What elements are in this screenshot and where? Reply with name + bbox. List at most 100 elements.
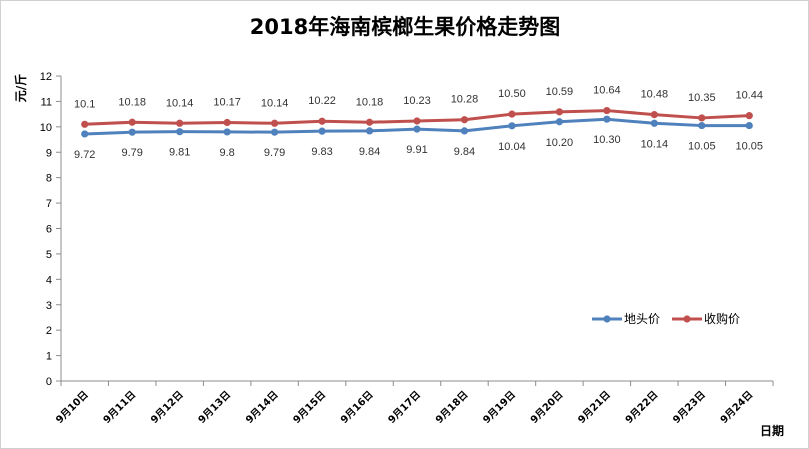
data-label: 9.79 [264,147,285,159]
data-label: 10.28 [451,94,479,106]
x-tick-labels: 9月10日 9月11日 9月12日 9月13日 9月14日 9月15日 9月16日 9月17日… [53,389,755,426]
data-label: 10.30 [593,134,621,146]
data-label: 10.44 [736,90,764,102]
x-tick-label: 9月18日 [433,389,470,426]
data-point [223,128,231,136]
data-point [603,106,611,115]
y-tick-label: 2 [46,325,52,337]
x-tick-label: 9月10日 [53,389,90,426]
x-tick-label: 9月16日 [338,389,375,426]
data-point [745,121,753,130]
y-tick-label: 9 [46,147,52,159]
y-tick-label: 5 [46,249,52,261]
data-label: 10.14 [261,97,289,109]
data-point [365,127,374,135]
data-label: 9.91 [406,144,427,156]
y-tick-label: 12 [40,71,52,83]
data-point [271,128,279,136]
x-tick-label: 9月23日 [671,389,708,426]
x-tick-label: 9月20日 [528,389,565,426]
y-tick-label: 7 [46,198,52,210]
y-axis-label-group: 元/斤 [13,74,28,102]
x-tick-label: 9月17日 [386,389,423,426]
data-point [460,127,469,135]
legend-item-label: 收购价 [704,311,740,326]
data-point [81,130,89,138]
data-point [413,117,421,125]
x-tick-label: 9月21日 [576,389,613,426]
data-point [698,121,706,130]
data-label: 10.64 [593,85,621,97]
data-point [555,118,564,126]
chart-title: 2018年海南槟榔生果价格走势图 [250,15,560,39]
data-label: 10.1 [74,98,95,110]
legend-marker [683,315,691,323]
y-tick-label: 8 [46,173,52,185]
y-tick-label: 10 [40,122,52,134]
data-point [176,128,184,136]
data-point [650,119,658,127]
y-tick-label: 1 [46,351,52,363]
data-point [745,112,753,120]
data-label: 10.50 [498,88,526,100]
axes [56,75,774,386]
y-tick-label: 11 [41,96,52,108]
data-point [271,119,279,127]
data-point [223,118,231,127]
x-tick-label: 9月24日 [718,389,755,426]
data-label: 10.20 [546,137,574,149]
data-point [460,116,469,124]
data-label: 10.14 [166,97,194,109]
x-tick-label: 9月11日 [101,389,138,426]
data-label: 10.22 [308,95,336,107]
x-tick-label: 9月22日 [623,389,660,426]
y-tick-label: 6 [46,224,52,236]
legend-marker [603,315,611,323]
legend: 地头价 收购价 [592,311,740,326]
data-point [603,115,611,123]
x-tick-label: 9月12日 [148,389,185,426]
data-point [176,119,184,127]
data-label: 10.35 [688,92,716,104]
y-tick-label: 4 [46,274,52,286]
data-label: 10.05 [688,141,716,153]
data-point [508,110,516,118]
data-label: 10.23 [403,95,431,107]
data-label: 9.8 [219,147,234,159]
data-label: 9.84 [454,146,475,158]
data-label: 10.18 [356,96,384,108]
data-point [128,118,136,126]
data-label: 10.48 [641,89,669,101]
data-label: 10.04 [498,141,526,153]
data-point [508,122,516,130]
data-label: 9.72 [74,149,95,161]
data-point [698,114,706,122]
data-label: 10.14 [641,138,669,150]
y-tick-label: 0 [46,376,52,388]
x-tick-label: 9月14日 [243,389,280,426]
y-tick-label: 3 [46,300,52,312]
x-tick-label: 9月13日 [196,389,233,426]
data-label: 9.84 [359,146,380,158]
data-label: 9.81 [169,147,190,159]
data-labels: 9.72 9.79 9.81 9.8 9.79 9.83 9.84 9.91 9.84 10.04… [74,85,763,161]
data-label: 10.59 [546,86,574,98]
data-point [318,117,326,125]
data-point [318,127,326,135]
data-label: 10.17 [213,97,241,109]
data-label: 10.18 [118,96,146,108]
data-label: 9.79 [121,147,142,159]
x-tick-label: 9月15日 [291,389,328,426]
data-point [365,118,374,126]
data-point [650,111,658,119]
y-axis-label: 元/斤 [13,74,28,102]
data-label: 9.83 [311,146,332,158]
data-point [81,120,89,128]
data-label: 10.05 [736,141,764,153]
data-point [128,128,136,136]
data-point [555,108,564,116]
series-lines [81,106,753,138]
